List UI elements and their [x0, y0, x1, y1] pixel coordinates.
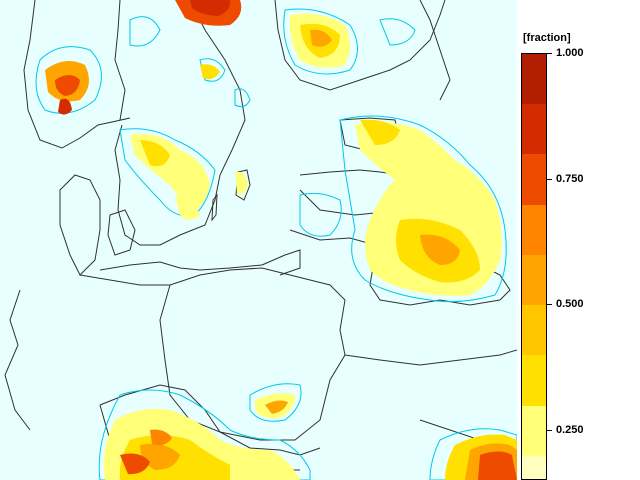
map-canvas[interactable]: [0, 0, 517, 480]
legend-class-swatch: [522, 405, 546, 456]
snow-contours: [35, 8, 517, 480]
snow-fill: [45, 0, 517, 480]
legend-tick-label: 0.750: [556, 172, 584, 185]
legend-class-swatch: [522, 54, 546, 105]
legend-tick-mark: [547, 178, 552, 180]
legend-class-swatch: [522, 355, 546, 406]
legend-tick-mark: [547, 304, 552, 306]
legend-tick-label: 0.500: [556, 298, 584, 311]
legend-class-swatch: [522, 154, 546, 205]
legend-class-swatch: [522, 455, 546, 479]
legend-class-swatch: [522, 305, 546, 356]
legend-tick-label: 1.000: [556, 47, 584, 59]
legend-tick-label: 0.250: [556, 423, 584, 436]
snow-cover-map: [4, 0, 517, 480]
legend-color-bar: [521, 53, 547, 480]
legend-class-swatch: [522, 204, 546, 255]
legend-class-swatch: [522, 104, 546, 155]
legend-unit-label: [fraction]: [523, 32, 571, 44]
legend-tick-mark: [547, 429, 552, 431]
legend-class-swatch: [522, 254, 546, 306]
legend-tick-mark: [547, 53, 552, 54]
